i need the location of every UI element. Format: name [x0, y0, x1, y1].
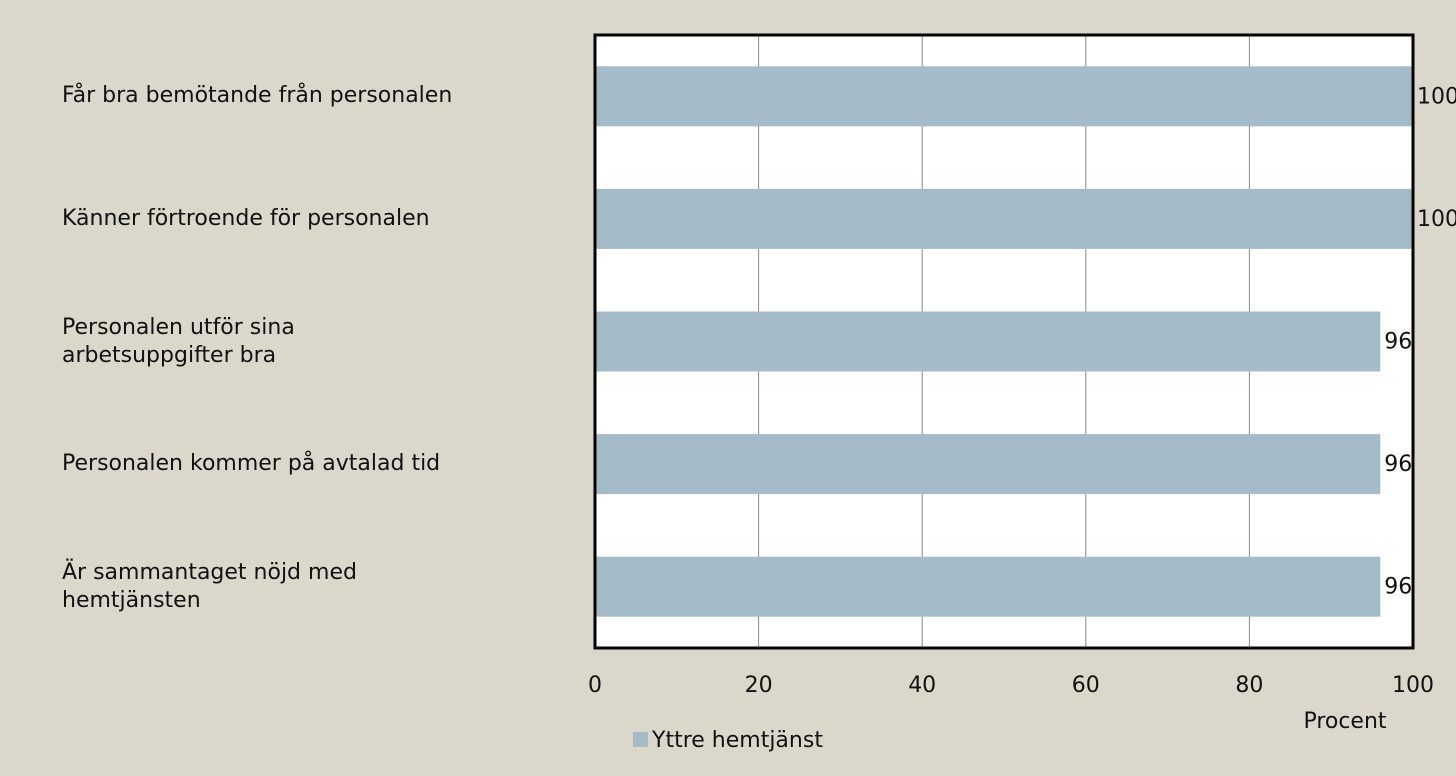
x-tick-label: 100: [1392, 673, 1434, 698]
y-tick-label: Känner förtroende för personalen: [62, 205, 430, 231]
value-label: 96: [1384, 452, 1412, 477]
y-tick-label: Får bra bemötande från personalen: [62, 83, 453, 109]
legend-label: Yttre hemtjänst: [651, 728, 823, 753]
bar: [595, 66, 1413, 127]
plot-border: [593, 33, 1415, 650]
legend-swatch: [633, 732, 648, 747]
y-tick-label: Personalen utför sina arbetsuppgifter br…: [62, 314, 295, 368]
value-label: 96: [1384, 575, 1412, 600]
x-axis-label: Procent: [1303, 709, 1386, 734]
x-tick-label: 80: [1235, 673, 1263, 698]
bar: [595, 434, 1381, 495]
x-tick-label: 40: [908, 673, 936, 698]
value-label: 96: [1384, 330, 1412, 355]
y-tick-label: Personalen kommer på avtalad tid: [62, 451, 441, 477]
x-tick-label: 0: [588, 673, 602, 698]
value-label: 100: [1417, 207, 1456, 232]
bar: [595, 188, 1413, 249]
bar: [595, 311, 1381, 372]
x-tick-label: 20: [745, 673, 773, 698]
x-tick-label: 60: [1072, 673, 1100, 698]
value-label: 100: [1417, 84, 1456, 109]
y-tick-label: Är sammantaget nöjd med hemtjänsten: [62, 559, 357, 613]
bar: [595, 556, 1381, 617]
